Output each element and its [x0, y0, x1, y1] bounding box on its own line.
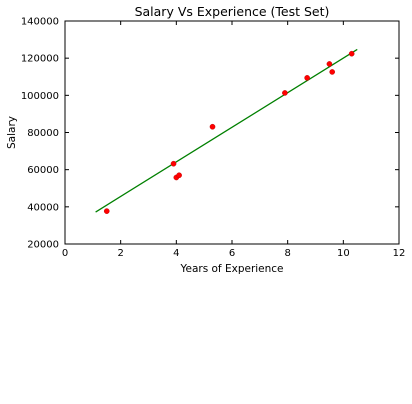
- ticks-layer: 0 2 4 6 8 10 12 20000 40000 60000 80000 100000 12000…: [21, 17, 406, 260]
- x-tick-label: 4: [173, 248, 179, 259]
- x-tick-label: 8: [284, 248, 290, 259]
- x-tick-label: 10: [337, 248, 350, 259]
- y-axis-label: Salary: [6, 116, 18, 149]
- x-axis-label: Years of Experience: [179, 263, 283, 275]
- x-tick-label: 12: [393, 248, 406, 259]
- x-tick-label: 2: [117, 248, 123, 259]
- data-point: [304, 75, 310, 81]
- y-tick-label: 120000: [21, 54, 59, 65]
- y-tick-label: 80000: [27, 128, 59, 139]
- data-point: [176, 172, 182, 179]
- y-tick-label: 140000: [21, 17, 59, 28]
- data-point: [348, 50, 355, 57]
- data-point: [103, 208, 110, 214]
- data-point: [282, 90, 288, 96]
- x-tick-label: 6: [229, 248, 235, 259]
- y-tick-label: 20000: [27, 240, 59, 251]
- y-tick-label: 40000: [27, 202, 59, 213]
- points-layer: [103, 50, 355, 214]
- x-tick-label: 0: [62, 248, 68, 259]
- data-point: [326, 61, 333, 67]
- regression-layer: [95, 48, 358, 213]
- y-tick-label: 60000: [27, 165, 59, 176]
- data-point: [209, 123, 216, 130]
- chart-title: Salary Vs Experience (Test Set): [135, 4, 330, 19]
- data-point: [329, 69, 336, 75]
- regression-line: [95, 48, 358, 213]
- y-tick-label: 100000: [21, 91, 59, 102]
- data-point: [170, 160, 177, 167]
